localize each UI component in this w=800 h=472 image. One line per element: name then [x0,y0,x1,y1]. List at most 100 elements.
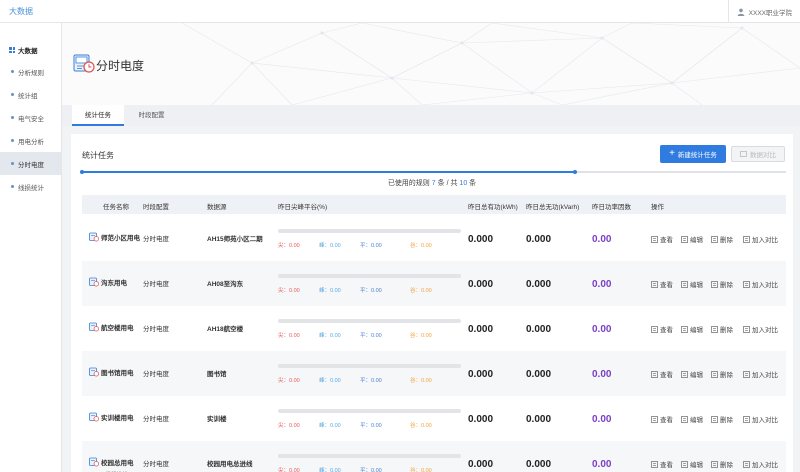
view-button[interactable]: 查看 [651,369,673,379]
peak-valley-bar [278,274,461,278]
add-compare-button[interactable]: 加入对比 [743,324,778,334]
peak-valley-bar [278,409,461,413]
sidebar-item[interactable]: 分时电度 [0,152,61,175]
usage-suffix: 条 [469,180,477,187]
bullet-icon [11,116,14,119]
delete-button[interactable]: 删除 [711,414,733,424]
view-button[interactable]: 查看 [651,234,673,244]
view-icon [651,325,658,333]
task-icon [89,367,99,377]
delete-button[interactable]: 删除 [711,324,733,334]
table-row: 沟东用电 分时电度 AH08至沟东 尖：0.00 峰：0.00 平：0.00 谷：0.00 0… [82,261,786,306]
delete-label: 删除 [720,237,733,244]
edit-label: 编辑 [690,417,703,424]
legend-ping: 平：0.00 [360,288,382,294]
view-button[interactable]: 查看 [651,279,673,289]
legend-ping: 平：0.00 [360,423,382,429]
view-icon [651,280,658,288]
tab-tasks[interactable]: 统计任务 [72,105,124,126]
delete-button[interactable]: 删除 [711,279,733,289]
peak-valley-bar [278,364,461,368]
reactive-energy-value: 0.000 [526,414,552,425]
sidebar-item[interactable]: 分析规则 [0,60,61,83]
task-name-cell[interactable]: 图书馆用电 [89,367,134,380]
col-active-energy: 昨日总有功(kWh) [468,204,518,211]
view-button[interactable]: 查看 [651,459,673,469]
view-label: 查看 [660,417,673,424]
view-button[interactable]: 查看 [651,414,673,424]
rule-usage-fill [82,171,575,173]
app-brand[interactable]: 大数据 [9,7,33,16]
legend-ping: 平：0.00 [360,243,382,249]
data-compare-button[interactable]: 数据对比 [731,146,785,162]
sidebar-title[interactable]: 大数据 [0,40,61,60]
col-actions: 操作 [651,204,664,211]
add-compare-button[interactable]: 加入对比 [743,369,778,379]
delete-button[interactable]: 删除 [711,234,733,244]
sidebar-item[interactable]: 用电分析 [0,129,61,152]
edit-label: 编辑 [690,462,703,469]
task-name-cell[interactable]: 航空楼用电 [89,322,134,335]
sidebar-item[interactable]: 统计组 [0,83,61,106]
edit-icon [681,235,688,243]
active-energy-value: 0.000 [468,459,494,470]
view-label: 查看 [660,327,673,334]
edit-button[interactable]: 编辑 [681,459,703,469]
data-compare-label: 数据对比 [750,152,776,159]
view-button[interactable]: 查看 [651,324,673,334]
task-name: 航空楼用电 [101,325,134,332]
active-energy-value: 0.000 [468,324,494,335]
reactive-energy-value: 0.000 [526,324,552,335]
bullet-icon [11,70,14,73]
sidebar-item[interactable]: 电气安全 [0,106,61,129]
rule-usage-end-knob [572,170,577,174]
add-compare-label: 加入对比 [752,237,778,244]
user-menu[interactable]: XXXX职业学院 [727,0,800,23]
header-network-background [181,23,800,105]
add-compare-button[interactable]: 加入对比 [743,234,778,244]
view-icon [651,235,658,243]
legend-jian: 尖：0.00 [278,243,300,249]
add-compare-button[interactable]: 加入对比 [743,414,778,424]
edit-label: 编辑 [690,327,703,334]
sidebar-items: 分析规则统计组电气安全用电分析 分时电度 线损统计 [0,60,61,198]
delete-button[interactable]: 删除 [711,369,733,379]
edit-button[interactable]: 编辑 [681,234,703,244]
task-name-cell[interactable]: 校园总用电1 日段进线 [89,457,134,472]
legend-jian: 尖：0.00 [278,333,300,339]
bullet-icon [11,93,14,96]
col-power-factor: 昨日功率因数 [592,204,631,211]
table-row: 实训楼用电 分时电度 实训楼 尖：0.00 峰：0.00 平：0.00 谷：0.00 0.00… [82,396,786,441]
page-header: 分时电度 [62,23,800,105]
legend-gu: 谷：0.00 [410,333,432,339]
task-name-cell[interactable]: 沟东用电 [89,277,127,290]
edit-button[interactable]: 编辑 [681,279,703,289]
tab-period-config[interactable]: 时段配置 [138,112,165,119]
sidebar-item-label: 分析规则 [18,69,44,77]
trash-icon [711,460,718,468]
panel-title: 统计任务 [82,151,114,160]
delete-button[interactable]: 删除 [711,459,733,469]
peak-valley-bar [278,319,461,323]
add-compare-label: 加入对比 [752,462,778,469]
add-compare-label: 加入对比 [752,372,778,379]
sidebar-item[interactable]: 线损统计 [0,175,61,198]
edit-button[interactable]: 编辑 [681,324,703,334]
edit-button[interactable]: 编辑 [681,414,703,424]
task-name-cell[interactable]: 实训楼用电 [89,412,134,425]
add-compare-button[interactable]: 加入对比 [743,459,778,469]
table-row: 航空楼用电 分时电度 AH18航空楼 尖：0.00 峰：0.00 平：0.00 谷：0.00… [82,306,786,351]
task-name-cell[interactable]: 师范小区用电 [89,232,140,245]
sidebar-item-label: 电气安全 [18,115,44,123]
plus-icon: + [669,148,675,159]
view-label: 查看 [660,372,673,379]
active-energy-value: 0.000 [468,369,494,380]
view-label: 查看 [660,462,673,469]
edit-button[interactable]: 编辑 [681,369,703,379]
col-peak-valley: 昨日尖峰平谷(%) [278,204,328,211]
new-task-button[interactable]: + 新建统计任务 [660,145,726,163]
data-source-cell: 校园用电总进线 [207,461,253,468]
usage-used: 7 [431,180,436,187]
active-energy-value: 0.000 [468,414,494,425]
add-compare-button[interactable]: 加入对比 [743,279,778,289]
